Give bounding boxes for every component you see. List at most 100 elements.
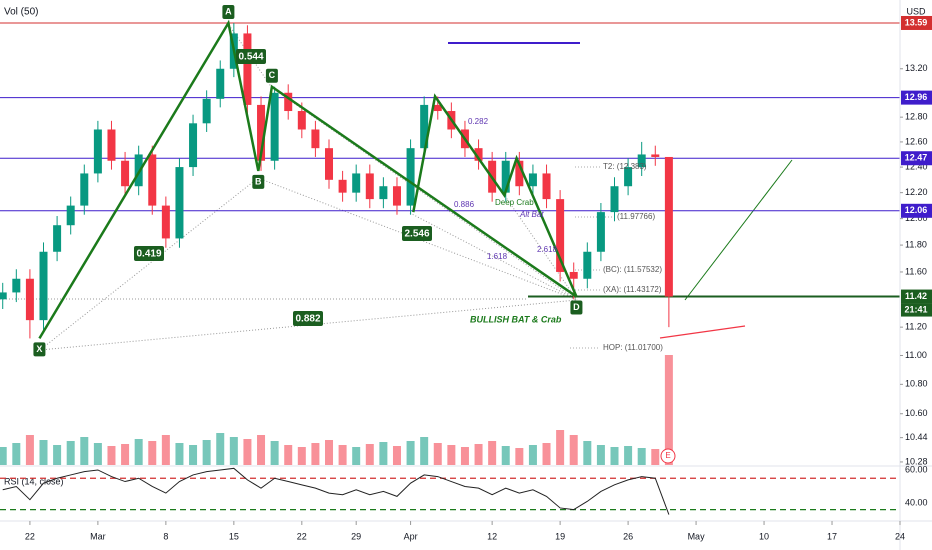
x-tick-label: May xyxy=(688,531,706,541)
ratio-label: 0.882 xyxy=(295,314,320,325)
volume-bar xyxy=(528,445,537,465)
volume-bar xyxy=(433,443,442,465)
y-tick-label: 12.80 xyxy=(905,112,928,122)
ratio-box xyxy=(293,311,323,326)
countdown-box xyxy=(901,303,932,317)
guides xyxy=(0,24,793,351)
volume-bar xyxy=(134,439,143,465)
x-tick-label: 22 xyxy=(25,531,35,541)
x-tick-label: 19 xyxy=(555,531,565,541)
level-label: 13.59 xyxy=(905,17,928,27)
candle-body xyxy=(80,173,89,206)
volume-bar xyxy=(569,435,578,465)
volume-bar xyxy=(270,441,279,465)
volume-bar xyxy=(501,446,510,465)
candle-body xyxy=(39,251,48,321)
volume-bar xyxy=(664,355,673,465)
candle-body xyxy=(528,173,537,187)
level-label: 12.96 xyxy=(905,92,928,102)
candle-body xyxy=(325,148,334,180)
y-tick-label: 10.28 xyxy=(905,456,928,466)
y-tick-label: 12.60 xyxy=(905,136,928,146)
y-tick-label: 10.80 xyxy=(905,379,928,389)
volume-bar xyxy=(202,440,211,465)
projection-line xyxy=(684,159,793,301)
volume-bar xyxy=(474,444,483,465)
volume-bar xyxy=(39,440,48,465)
volume-bar xyxy=(66,441,75,465)
ratio-label: 2.546 xyxy=(404,229,429,240)
volume-bar xyxy=(515,448,524,465)
ratio-box xyxy=(402,226,432,241)
annotation: Alt Bat xyxy=(519,210,544,219)
candle-body xyxy=(596,212,605,252)
level-box xyxy=(901,203,932,218)
volume-bar xyxy=(447,445,456,465)
annotation: BULLISH BAT & Crab xyxy=(470,314,562,324)
countdown: 21:41 xyxy=(904,304,927,314)
candle-body xyxy=(379,186,388,200)
volume-bar xyxy=(338,445,347,465)
candle-body xyxy=(365,173,374,200)
candle-body xyxy=(406,148,415,206)
volume-bar xyxy=(243,439,252,465)
event-label: E xyxy=(665,451,670,460)
x-tick-label: Mar xyxy=(90,531,106,541)
volume-bar xyxy=(284,445,293,465)
x-tick-label: 17 xyxy=(827,531,837,541)
volume-bar xyxy=(420,437,429,465)
candle-body xyxy=(284,92,293,112)
level-label: 12.06 xyxy=(905,205,928,215)
ratio-box xyxy=(236,49,266,64)
point-label: A xyxy=(225,6,232,16)
annotation: Deep Crab xyxy=(495,198,534,207)
volume-bar xyxy=(148,441,157,465)
candle-body xyxy=(542,173,551,200)
volume-bar xyxy=(406,441,415,465)
annotation: 0.886 xyxy=(454,200,475,209)
candle-body xyxy=(297,111,306,130)
event-marker xyxy=(660,448,676,464)
volume-bar xyxy=(93,443,102,465)
guide-line xyxy=(39,177,259,351)
rsi-tick-label: 40.00 xyxy=(905,497,928,507)
volume-bar xyxy=(610,447,619,465)
x-tick-label: 26 xyxy=(623,531,633,541)
volume-bar xyxy=(161,435,170,465)
candle-body xyxy=(420,104,429,149)
volume-bar xyxy=(189,445,198,465)
y-tick-label: 10.44 xyxy=(905,432,928,442)
volume-bar xyxy=(12,443,21,465)
volume-bar xyxy=(542,443,551,465)
rsi-tick-label: 60.00 xyxy=(905,464,928,474)
volume-bar xyxy=(175,443,184,465)
point-box xyxy=(33,342,46,357)
rsi-label: RSI (14, close) xyxy=(4,476,64,486)
candle-body xyxy=(392,186,401,206)
y-tick-label: 10.60 xyxy=(905,408,928,418)
volume-bar xyxy=(53,445,62,465)
point-label: D xyxy=(573,302,580,312)
guide-line xyxy=(271,87,578,301)
candle-body xyxy=(66,205,75,226)
point-box xyxy=(265,68,278,83)
candle-body xyxy=(148,154,157,206)
candle-body xyxy=(121,160,130,187)
annotation: 2.618 xyxy=(537,245,558,254)
volume-bar xyxy=(556,430,565,465)
candle-body xyxy=(53,225,62,252)
y-tick-label: 12.20 xyxy=(905,187,928,197)
candle-body xyxy=(569,271,578,279)
x-tick-label: 12 xyxy=(487,531,497,541)
candle-body xyxy=(243,33,252,105)
annotation: (11.97766) xyxy=(617,212,655,221)
pattern-line xyxy=(412,93,578,298)
guide-line xyxy=(434,94,578,301)
candle-body xyxy=(515,160,524,187)
y-tick-label: 12.00 xyxy=(905,213,928,223)
annotation: 1.618 xyxy=(487,252,508,261)
annotation: 0.282 xyxy=(468,117,489,126)
volume-bar xyxy=(311,443,320,465)
volume-bar xyxy=(325,440,334,465)
